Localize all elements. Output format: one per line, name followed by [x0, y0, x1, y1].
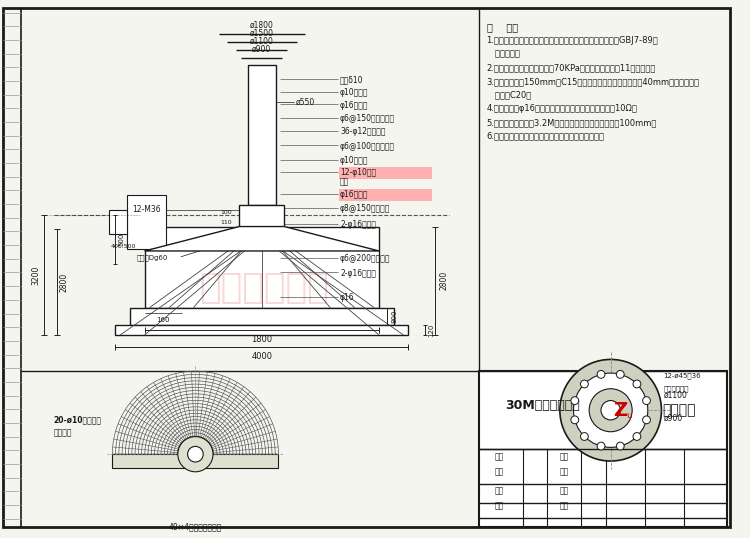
Text: ø1100: ø1100 [664, 391, 687, 400]
Bar [478, 371, 727, 527]
Text: 12-M36: 12-M36 [132, 205, 160, 214]
Text: 400.500: 400.500 [110, 244, 136, 249]
Text: ø1800: ø1800 [250, 21, 274, 30]
Text: 审核: 审核 [495, 487, 504, 496]
Circle shape [601, 401, 620, 420]
Circle shape [616, 442, 624, 450]
Text: 七度照明: 七度照明 [662, 403, 696, 417]
Text: 地脚螺栓均布: 地脚螺栓均布 [664, 385, 689, 392]
Text: ø900: ø900 [664, 414, 682, 422]
Text: 36-φ12（竖向）: 36-φ12（竖向） [340, 127, 386, 136]
Text: ø550: ø550 [296, 98, 315, 107]
Text: 500: 500 [118, 232, 124, 246]
Bar [239, 205, 284, 226]
Circle shape [574, 373, 648, 448]
Text: 1.本基础为钉筋混凝土结构；按《建筑地基基础设计规范》GBJ7-89等: 1.本基础为钉筋混凝土结构；按《建筑地基基础设计规范》GBJ7-89等 [487, 36, 658, 45]
Text: 日期: 日期 [560, 501, 569, 511]
Text: 4.两根接地线φ16与地脚螺栓应锊测，接地电阳应小于10Ω；: 4.两根接地线φ16与地脚螺栓应锊测，接地电阳应小于10Ω； [487, 104, 638, 114]
Text: ø1500: ø1500 [250, 29, 274, 38]
Text: 校对: 校对 [560, 452, 569, 462]
Text: 160: 160 [157, 317, 170, 323]
Text: 审定: 审定 [495, 501, 504, 511]
Text: 上下双层: 上下双层 [54, 429, 72, 438]
Text: 电缆管Dg60: 电缆管Dg60 [136, 254, 168, 260]
Bar [110, 210, 127, 235]
Text: 800: 800 [392, 310, 398, 323]
Text: ø900: ø900 [252, 45, 272, 54]
Bar [339, 167, 432, 179]
Circle shape [560, 359, 662, 461]
Text: 描绘: 描绘 [560, 487, 569, 496]
Text: 12-ø45配36: 12-ø45配36 [664, 373, 701, 379]
Text: 向）: 向） [340, 178, 350, 187]
Circle shape [571, 397, 579, 405]
Text: 设计: 设计 [495, 452, 504, 462]
Circle shape [643, 416, 650, 424]
Bar [116, 325, 409, 335]
Text: φ8@150（环向）: φ8@150（环向） [340, 204, 391, 213]
Text: 20-ø10（径向）: 20-ø10（径向） [54, 415, 102, 424]
Text: 5.本基础埋置深度为3.2M，基础顶面应高出回填土表面100mm；: 5.本基础埋置深度为3.2M，基础顶面应高出回填土表面100mm； [487, 118, 657, 127]
Bar [130, 308, 394, 325]
Circle shape [590, 389, 632, 431]
Text: 1800: 1800 [251, 335, 272, 344]
Circle shape [178, 437, 213, 472]
Text: 2800: 2800 [439, 271, 448, 291]
Text: 2-φ16（环）: 2-φ16（环） [340, 220, 376, 229]
Text: 2-φ16（环）: 2-φ16（环） [340, 268, 376, 278]
Text: 东莞七度照明: 东莞七度照明 [199, 271, 328, 305]
Text: 12-φ10（竖: 12-φ10（竖 [340, 168, 376, 177]
Bar [127, 195, 166, 249]
Text: 120: 120 [428, 323, 434, 337]
Text: φ10（环）: φ10（环） [340, 156, 368, 165]
Text: 等级为C20；: 等级为C20； [487, 91, 531, 100]
Text: 2800: 2800 [60, 273, 69, 292]
Circle shape [597, 442, 605, 450]
Text: 100: 100 [220, 210, 232, 215]
Bar [112, 454, 278, 468]
Bar [145, 226, 379, 308]
Text: 3200: 3200 [32, 265, 40, 285]
Circle shape [188, 447, 203, 462]
Circle shape [580, 433, 588, 441]
Text: 4000: 4000 [251, 352, 272, 360]
Text: φ16: φ16 [340, 293, 355, 302]
Text: φ6@100（螺旋筋）: φ6@100（螺旋筋） [340, 141, 395, 151]
Text: φ16（环）: φ16（环） [340, 101, 368, 110]
Text: φ6@150（螺旋筋）: φ6@150（螺旋筋） [340, 114, 395, 123]
Text: 3.本基础垫层为150mm厜C15素混凝土，钓筋保护层厚度为40mm，混凝土强度: 3.本基础垫层为150mm厜C15素混凝土，钓筋保护层厚度为40mm，混凝土强度 [487, 77, 700, 86]
Text: 110: 110 [220, 220, 232, 225]
Text: 6.本图纸未详尽事宜参照国家有关规定，标准执行。: 6.本图纸未详尽事宜参照国家有关规定，标准执行。 [487, 132, 604, 141]
Text: 工艺: 工艺 [560, 468, 569, 476]
Text: φ16（环）: φ16（环） [340, 190, 368, 200]
Text: u: u [626, 410, 632, 420]
Text: 说    明：: 说 明： [487, 23, 518, 32]
Circle shape [616, 371, 624, 378]
Text: φ6@200（箍筋）: φ6@200（箍筋） [340, 254, 391, 263]
Circle shape [580, 380, 588, 388]
Text: 铁板δ10: 铁板δ10 [340, 75, 364, 84]
Polygon shape [145, 226, 379, 251]
Text: φ10（环）: φ10（环） [340, 88, 368, 97]
Circle shape [633, 433, 640, 441]
Circle shape [643, 397, 650, 405]
Text: ø1100: ø1100 [250, 37, 274, 46]
Text: 40×4扁铁箍（两层）: 40×4扁铁箍（两层） [169, 522, 222, 532]
Bar [339, 189, 432, 201]
Text: 制图: 制图 [495, 468, 504, 476]
Circle shape [597, 371, 605, 378]
Bar [248, 65, 275, 205]
Text: 标准设计。: 标准设计。 [487, 49, 520, 59]
Circle shape [571, 416, 579, 424]
Text: 30M高杆灯基础图: 30M高杆灯基础图 [505, 399, 580, 412]
Text: Z: Z [614, 401, 628, 420]
Text: 2.本基础适用于地基强度値）70KPa和最大风力不超过11级的地区；: 2.本基础适用于地基强度値）70KPa和最大风力不超过11级的地区； [487, 63, 656, 73]
Circle shape [633, 380, 640, 388]
